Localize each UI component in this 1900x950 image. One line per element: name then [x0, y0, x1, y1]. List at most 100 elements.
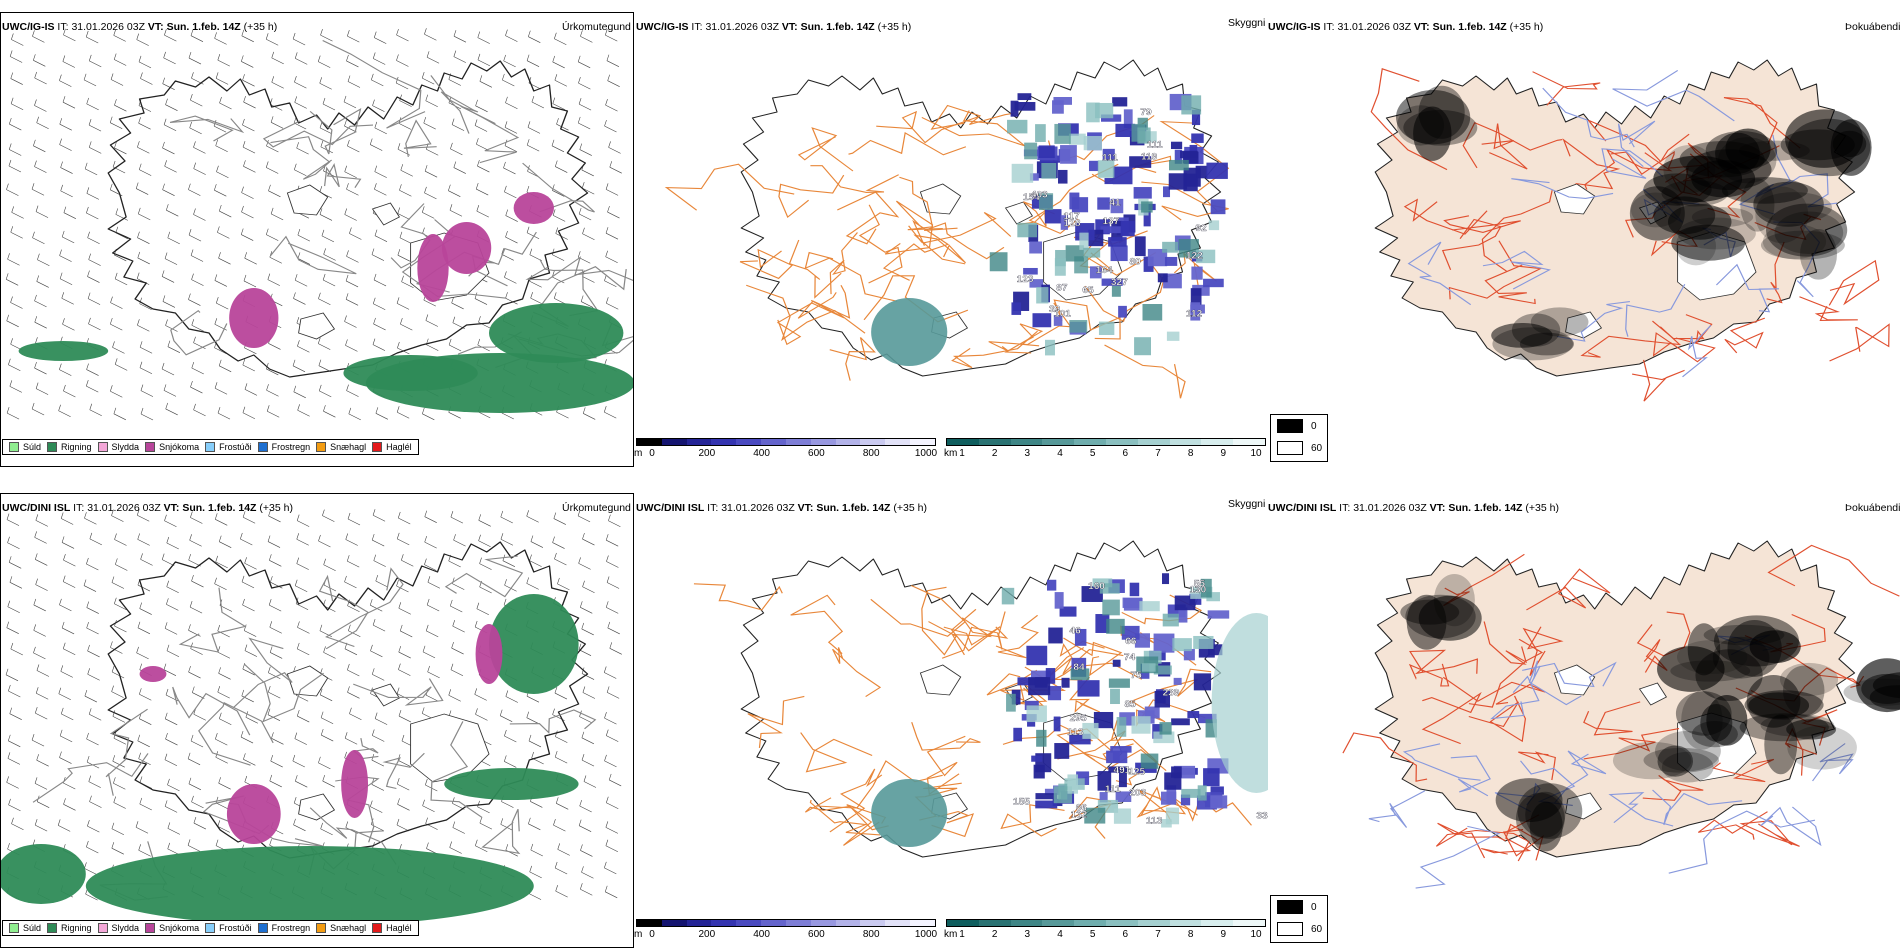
legend-label: Haglél	[386, 923, 412, 933]
fog-index-cell	[1766, 203, 1848, 257]
wind-barb	[9, 50, 23, 63]
road-line	[1450, 755, 1491, 797]
wind-barb	[396, 54, 409, 67]
wind-barb	[167, 842, 180, 856]
colorbar-unit: km	[944, 929, 958, 940]
wind-barb	[422, 407, 435, 421]
wind-barb	[578, 557, 591, 570]
wind-barb	[218, 252, 231, 265]
wind-barb	[296, 533, 309, 546]
precip-type-legend: Súld Rigning Slydda Snjókoma Frostúði Frostre…	[2, 920, 419, 936]
wind-barb	[477, 338, 490, 352]
road-line	[1642, 774, 1704, 801]
low-cloud-cell	[1059, 606, 1077, 617]
low-cloud-cell	[1028, 677, 1051, 696]
colorbar-tick: 2	[991, 929, 998, 940]
wind-barb	[397, 511, 411, 525]
road-line	[870, 584, 966, 637]
wind-barb	[453, 161, 466, 174]
wind-barb	[58, 404, 71, 418]
low-cloud-cell	[1101, 278, 1123, 286]
wind-barb	[296, 514, 310, 527]
wind-barb	[218, 204, 232, 218]
wind-barb	[242, 141, 256, 154]
road-line	[1437, 822, 1506, 859]
road-line	[1542, 87, 1635, 148]
fog-index-cell	[1529, 801, 1563, 852]
colorbar-tick: 10	[1250, 929, 1262, 940]
wind-barb	[453, 534, 466, 547]
wind-barb	[57, 819, 71, 832]
visibility-cell	[1141, 663, 1156, 672]
wind-barb	[344, 315, 357, 328]
wind-barb	[577, 55, 591, 69]
road-line	[1723, 97, 1801, 149]
visibility-cell	[1196, 249, 1216, 264]
wind-barb	[189, 601, 203, 614]
road-line	[913, 234, 967, 265]
wind-barb	[474, 688, 487, 701]
legend-label: 0	[1311, 901, 1317, 913]
wind-barb	[421, 206, 435, 219]
wind-barb	[36, 795, 50, 808]
wind-barb	[266, 139, 279, 153]
visibility-value-label: 39	[1049, 304, 1060, 314]
wind-barb	[605, 227, 619, 240]
wind-barb	[59, 751, 72, 764]
wind-barb	[426, 598, 440, 612]
wind-barb	[555, 730, 568, 743]
wind-barb	[214, 274, 227, 287]
wind-barb	[165, 402, 178, 416]
wind-barb	[8, 556, 22, 569]
low-cloud-cell	[1077, 680, 1100, 697]
wind-barb	[297, 404, 310, 417]
wind-barb	[477, 53, 491, 67]
wind-barb	[138, 55, 152, 69]
visibility-cell	[1054, 258, 1066, 276]
wind-barb	[110, 73, 124, 86]
wind-barb	[317, 55, 331, 68]
wind-barb	[7, 752, 21, 765]
wind-barb	[138, 117, 151, 130]
road-line	[899, 176, 943, 231]
wind-barb	[60, 161, 73, 174]
wind-barb	[166, 204, 179, 217]
snow-area	[475, 624, 503, 684]
wind-barb	[297, 252, 311, 265]
wind-barb	[241, 55, 254, 68]
wind-barb	[554, 686, 568, 700]
wind-barb	[215, 72, 229, 85]
wind-barb	[603, 406, 617, 419]
wind-barb	[605, 99, 618, 112]
wind-barb	[478, 514, 491, 527]
wind-barb	[241, 689, 254, 703]
wind-barb	[605, 601, 619, 614]
wind-barb	[421, 72, 435, 85]
low-cloud-cell	[1010, 100, 1019, 117]
visibility-cell	[1036, 729, 1047, 747]
wind-barb	[476, 205, 489, 218]
low-cloud-cell	[1053, 97, 1072, 105]
wind-barb	[424, 510, 437, 523]
low-cloud-cell	[1190, 288, 1202, 305]
low-cloud-cell	[1110, 245, 1128, 262]
wind-barb	[374, 183, 387, 196]
wind-barb	[10, 97, 24, 111]
visibility-cell	[1006, 693, 1016, 712]
road-line	[1017, 201, 1055, 227]
road-line	[1407, 241, 1472, 306]
fog-index-cell	[1681, 690, 1723, 750]
wind-barb	[395, 76, 409, 90]
fog-index-cell	[1712, 636, 1770, 679]
wind-barb	[189, 121, 202, 135]
wind-barb	[110, 385, 123, 398]
wind-barb	[87, 820, 100, 833]
wind-barb	[190, 642, 203, 655]
road-line	[941, 611, 1006, 659]
road-line	[1580, 326, 1682, 358]
road-line	[1668, 810, 1816, 874]
wind-barb	[552, 97, 565, 110]
visibility-value-label: 491	[1113, 765, 1131, 775]
wind-barb	[398, 663, 411, 676]
wind-barb	[218, 359, 232, 373]
